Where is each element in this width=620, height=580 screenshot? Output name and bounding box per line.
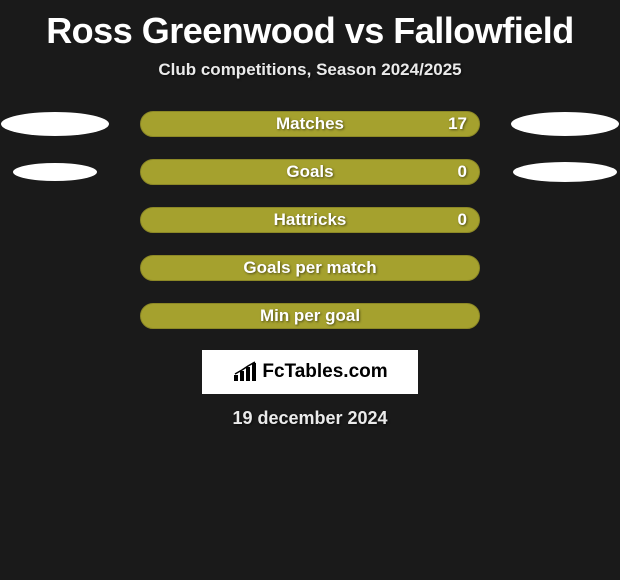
stat-row: Matches 17 <box>0 110 620 138</box>
left-ellipse <box>13 163 97 181</box>
left-ellipse <box>1 112 109 136</box>
left-ellipse-slot <box>0 112 110 136</box>
stat-row: Min per goal <box>0 302 620 330</box>
stat-rows: Matches 17 Goals 0 Hattricks 0 Goals per match… <box>0 110 620 330</box>
left-ellipse-slot <box>0 163 110 181</box>
logo-text: FcTables.com <box>262 361 387 383</box>
stat-label: Hattricks <box>274 210 347 230</box>
subtitle: Club competitions, Season 2024/2025 <box>0 60 620 80</box>
stat-bar: Min per goal <box>140 303 480 329</box>
stat-bar: Goals 0 <box>140 159 480 185</box>
stat-row: Hattricks 0 <box>0 206 620 234</box>
stat-bar: Hattricks 0 <box>140 207 480 233</box>
stat-value: 17 <box>448 114 467 134</box>
stat-row: Goals per match <box>0 254 620 282</box>
right-ellipse-slot <box>510 112 620 136</box>
right-ellipse <box>513 162 617 182</box>
stat-label: Matches <box>276 114 344 134</box>
stat-value: 0 <box>458 210 467 230</box>
stat-label: Goals <box>286 162 333 182</box>
right-ellipse-slot <box>510 162 620 182</box>
chart-icon <box>232 361 258 383</box>
right-ellipse <box>511 112 619 136</box>
date-text: 19 december 2024 <box>0 408 620 429</box>
stat-bar: Goals per match <box>140 255 480 281</box>
stat-label: Goals per match <box>243 258 376 278</box>
comparison-infographic: Ross Greenwood vs Fallowfield Club compe… <box>0 0 620 429</box>
stat-label: Min per goal <box>260 306 360 326</box>
stat-bar: Matches 17 <box>140 111 480 137</box>
stat-row: Goals 0 <box>0 158 620 186</box>
stat-value: 0 <box>458 162 467 182</box>
page-title: Ross Greenwood vs Fallowfield <box>0 10 620 52</box>
site-logo: FcTables.com <box>202 350 418 394</box>
